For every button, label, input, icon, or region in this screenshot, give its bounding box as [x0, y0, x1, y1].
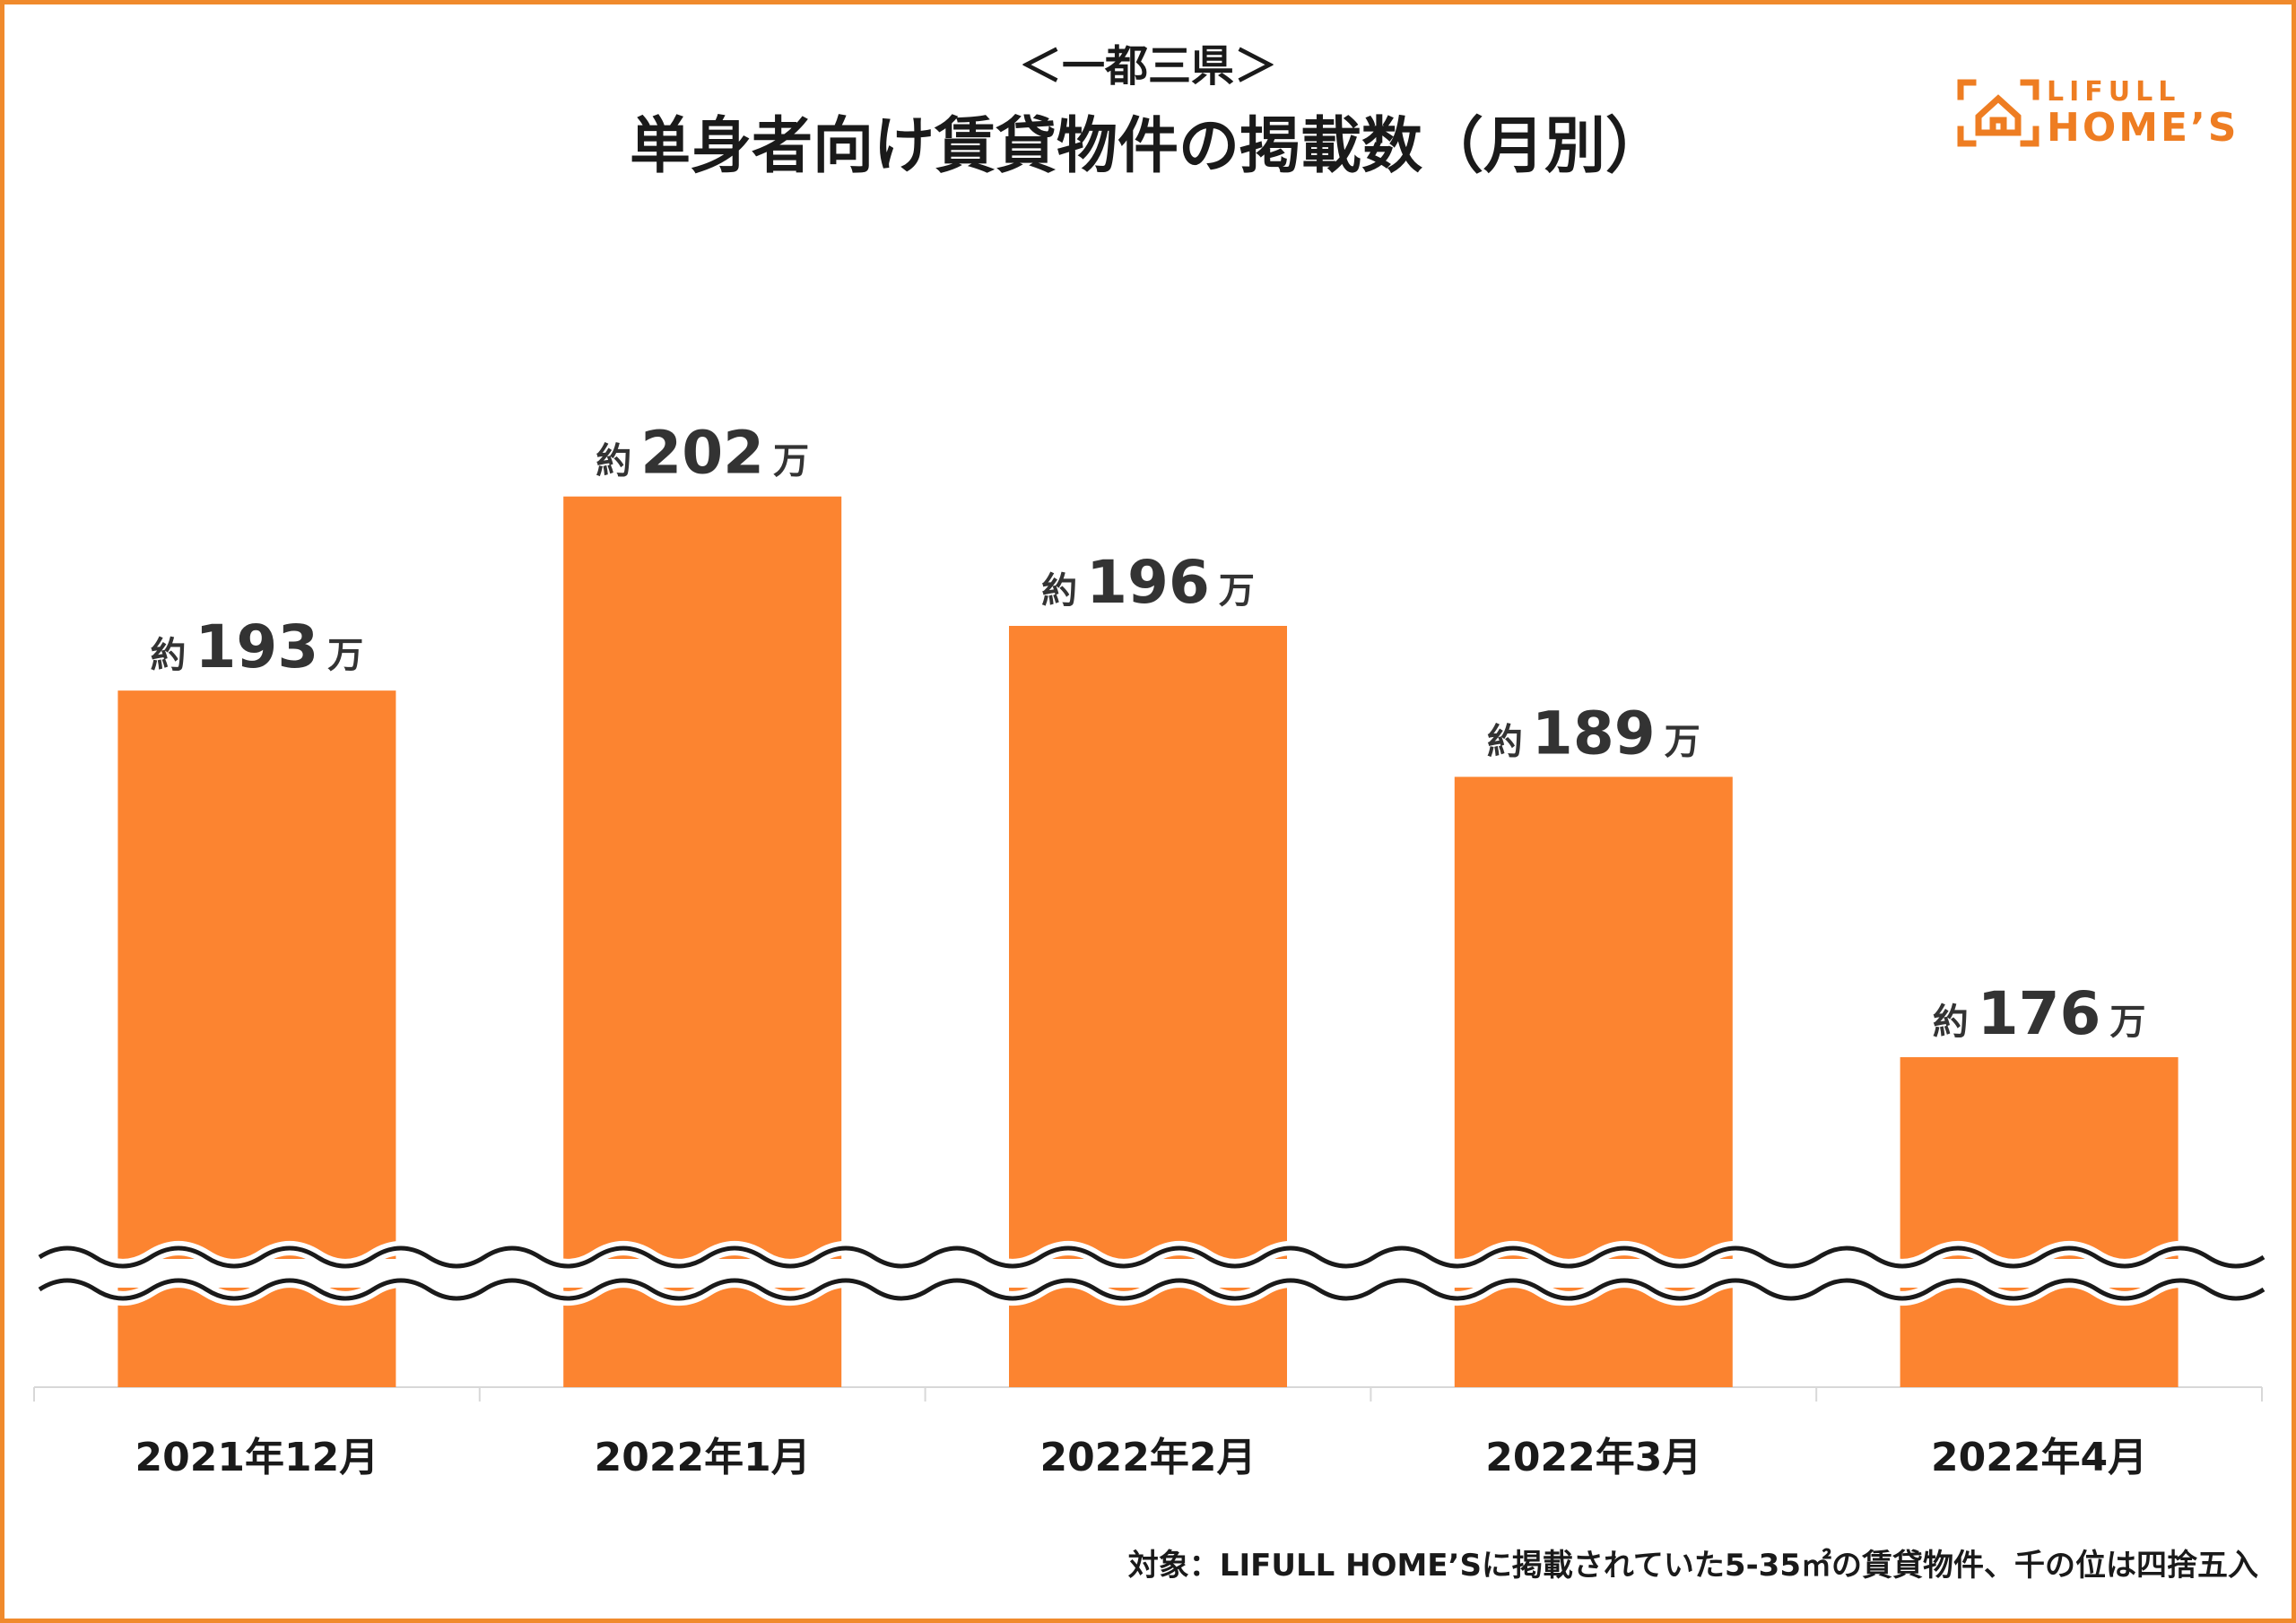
- x-tick-label-2: 2022年1月: [595, 1435, 811, 1480]
- data-label-prefix: 約: [1933, 1002, 1969, 1043]
- data-label-value: 202: [640, 419, 764, 488]
- x-tick-label-3: 2022年2月: [1039, 1435, 1256, 1480]
- data-label-suffix: 万: [327, 635, 363, 676]
- data-label-value: 176: [1978, 979, 2101, 1048]
- lifull-homes-logo: LIFULL HOME’S: [1955, 76, 2251, 151]
- chart-subtitle: ＜一都三県＞: [1018, 41, 1277, 91]
- axis-break-line-top: [38, 1245, 2266, 1269]
- data-label-suffix: 万: [2109, 1002, 2145, 1043]
- x-tick-label-5: 2022年4月: [1931, 1435, 2147, 1480]
- footnote: 対象：LIFULL HOME’Sに掲載されていた5-35㎡の賃貸物件、千の位は四…: [1127, 1548, 2258, 1584]
- x-tick-label-4: 2022年3月: [1485, 1435, 1701, 1480]
- data-label-1: 約 193 万: [151, 612, 364, 681]
- logo-text-top: LIFULL: [2047, 76, 2181, 108]
- data-label-suffix: 万: [1665, 721, 1700, 762]
- data-label-suffix: 万: [773, 441, 809, 482]
- x-tick-label-1: 2021年12月: [135, 1435, 379, 1480]
- bar-2: [563, 496, 842, 1387]
- logo-text-bottom: HOME’S: [2047, 105, 2239, 151]
- axis-break-line-bottom: [38, 1278, 2266, 1301]
- data-label-value: 196: [1086, 548, 1210, 617]
- data-label-prefix: 約: [151, 635, 187, 676]
- data-label-5: 約 176 万: [1933, 979, 2146, 1048]
- data-label-4: 約 189 万: [1487, 699, 1700, 768]
- data-label-prefix: 約: [1487, 721, 1523, 762]
- data-label-value: 189: [1532, 699, 1656, 768]
- bar-5: [1900, 1057, 2179, 1387]
- chart-title: 単身者向け賃貸物件の掲載数（月別）: [629, 111, 1666, 182]
- data-label-suffix: 万: [1219, 570, 1255, 612]
- data-label-prefix: 約: [596, 441, 631, 482]
- data-label-prefix: 約: [1041, 570, 1077, 612]
- house-icon: [1957, 79, 2039, 147]
- data-label-3: 約 196 万: [1041, 548, 1255, 617]
- data-label-2: 約 202 万: [596, 419, 809, 488]
- data-label-value: 193: [196, 612, 319, 681]
